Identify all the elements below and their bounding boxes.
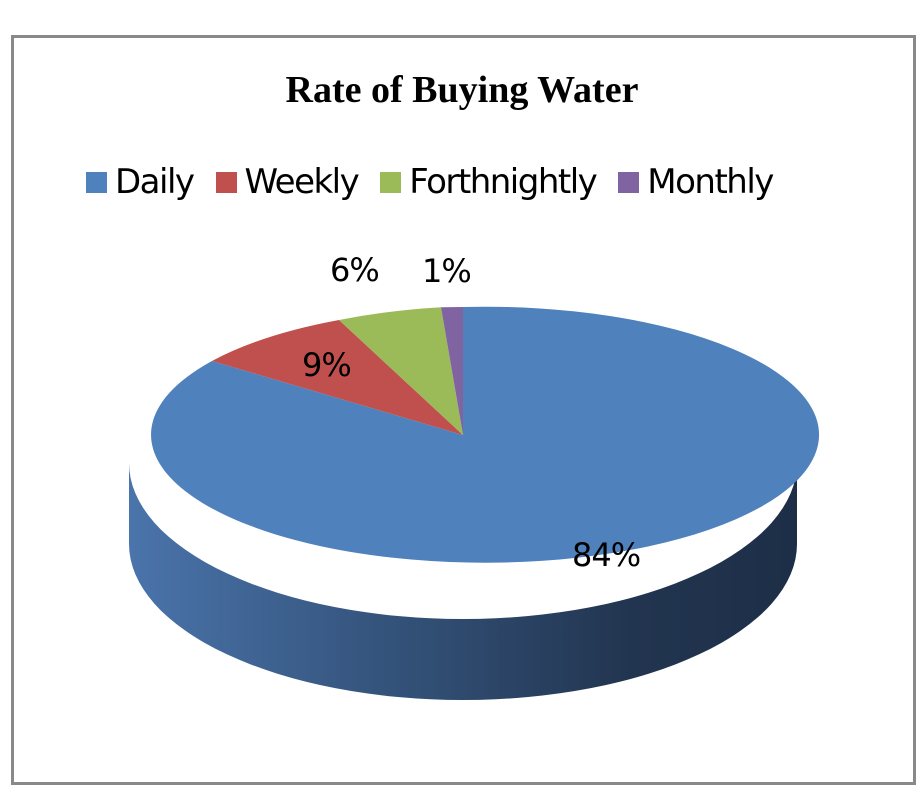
pie-slice-weekly[interactable] (212, 320, 463, 435)
chart-legend: Daily Weekly Forthnightly Monthly (86, 160, 795, 204)
legend-label: Monthly (647, 162, 774, 202)
data-label-daily: 84% (572, 536, 641, 574)
pie-side-daily (129, 463, 797, 700)
data-label-monthly: 1% (422, 252, 472, 290)
pie-slice-forthnightly[interactable] (339, 307, 463, 435)
legend-item-forthnightly: Forthnightly (380, 162, 598, 202)
legend-swatch-weekly (215, 171, 237, 193)
legend-item-weekly: Weekly (215, 162, 360, 202)
legend-swatch-daily (86, 171, 107, 193)
pie-slice-monthly[interactable] (441, 307, 463, 435)
legend-item-monthly: Monthly (618, 162, 774, 202)
chart-title: Rate of Buying Water (285, 69, 639, 111)
legend-label: Forthnightly (409, 162, 598, 202)
data-label-forthnightly: 6% (330, 251, 380, 289)
legend-label: Daily (115, 162, 195, 202)
data-label-weekly: 9% (302, 346, 352, 384)
legend-swatch-monthly (618, 171, 640, 193)
legend-item-daily: Daily (86, 162, 195, 202)
legend-swatch-forthnightly (380, 171, 402, 193)
legend-label: Weekly (244, 162, 360, 202)
pie-slice-daily[interactable] (151, 306, 820, 563)
